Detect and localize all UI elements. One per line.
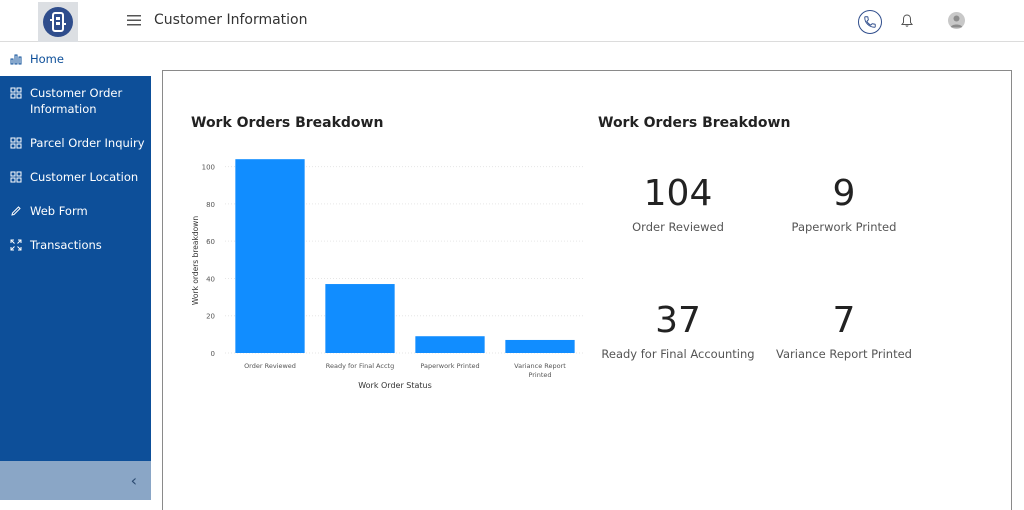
sidebar-item-label: Parcel Order Inquiry bbox=[30, 136, 145, 150]
work-orders-bar-chart: 0 20 40 60 80 100 Order Reviewed Ready for Fina… bbox=[185, 140, 605, 400]
pencil-icon bbox=[11, 206, 21, 216]
kpi-card-ready-for-final-accounting: 37 Ready for Final Accounting bbox=[588, 300, 768, 362]
kpi-card-paperwork-printed: 9 Paperwork Printed bbox=[754, 173, 934, 235]
grid-icon bbox=[10, 171, 22, 183]
kpi-caption: Ready for Final Accounting bbox=[601, 347, 755, 361]
user-icon bbox=[950, 15, 963, 28]
sidebar-item-web-form[interactable]: Web Form bbox=[0, 203, 151, 219]
sidebar-item-parcel-order-inquiry[interactable]: Parcel Order Inquiry bbox=[0, 135, 151, 151]
y-tick-label: 40 bbox=[206, 275, 215, 283]
chevron-left-icon: ‹ bbox=[130, 471, 137, 490]
chart-panel-title: Work Orders Breakdown bbox=[191, 115, 384, 131]
sidebar-item-transactions[interactable]: Transactions bbox=[0, 237, 151, 253]
kpi-caption: Paperwork Printed bbox=[791, 220, 897, 234]
sidebar-item-customer-location[interactable]: Customer Location bbox=[0, 169, 151, 185]
y-tick-label: 80 bbox=[206, 201, 215, 209]
y-tick-label: 0 bbox=[211, 350, 215, 358]
sidebar-collapse-button[interactable]: ‹ bbox=[0, 461, 151, 500]
kpi-value: 9 bbox=[832, 173, 856, 214]
sidebar: Home Customer Order Information Parcel O… bbox=[0, 43, 151, 500]
kpi-panel-title: Work Orders Breakdown bbox=[598, 115, 791, 131]
page-title: Customer Information bbox=[154, 12, 308, 28]
app-logo[interactable] bbox=[38, 2, 78, 42]
sidebar-item-label: Transactions bbox=[30, 238, 102, 252]
kpi-value: 7 bbox=[832, 300, 856, 341]
bell-icon[interactable] bbox=[901, 13, 913, 32]
sidebar-item-label: Home bbox=[30, 52, 64, 66]
bar-variance-report-printed bbox=[505, 339, 575, 353]
kpi-caption: Variance Report Printed bbox=[776, 347, 912, 361]
sidebar-item-label: Customer Order Information bbox=[30, 86, 123, 116]
sidebar-item-label: Web Form bbox=[30, 204, 88, 218]
kpi-caption: Order Reviewed bbox=[632, 220, 724, 234]
kpi-value: 104 bbox=[643, 173, 713, 214]
bar-order-reviewed bbox=[235, 159, 305, 353]
x-tick-label: Paperwork Printed bbox=[420, 362, 479, 370]
menu-icon[interactable] bbox=[126, 12, 142, 28]
y-tick-label: 100 bbox=[202, 164, 215, 172]
sidebar-item-customer-order-information[interactable]: Customer Order Information bbox=[0, 85, 151, 117]
phone-icon bbox=[864, 16, 876, 28]
sidebar-item-label: Customer Location bbox=[30, 170, 139, 184]
x-tick-label: Order Reviewed bbox=[244, 362, 296, 370]
y-axis-title: Work orders breakdown bbox=[191, 216, 200, 305]
y-tick-label: 20 bbox=[206, 313, 215, 321]
y-tick-label: 60 bbox=[206, 238, 215, 246]
x-tick-label: Variance Report bbox=[514, 362, 566, 370]
sidebar-item-home[interactable]: Home bbox=[0, 43, 151, 76]
kpi-card-order-reviewed: 104 Order Reviewed bbox=[588, 173, 768, 235]
phone-button[interactable] bbox=[858, 10, 882, 34]
chart-svg: 0 20 40 60 80 100 Order Reviewed Ready for Fina… bbox=[191, 159, 585, 390]
kpi-value: 37 bbox=[655, 300, 701, 341]
bar-paperwork-printed bbox=[415, 336, 485, 353]
bar-ready-for-final-acctg bbox=[325, 284, 395, 353]
x-axis-title: Work Order Status bbox=[358, 381, 432, 390]
logo-glyph-icon bbox=[50, 12, 66, 32]
expand-icon bbox=[10, 239, 22, 251]
logo-mark bbox=[43, 7, 73, 37]
grid-icon bbox=[10, 87, 22, 99]
x-tick-label: Ready for Final Acctg bbox=[326, 362, 394, 370]
top-bar: Customer Information bbox=[0, 0, 1024, 42]
kpi-card-variance-report-printed: 7 Variance Report Printed bbox=[754, 300, 934, 362]
bar-chart-icon bbox=[10, 54, 22, 65]
x-tick-label: Printed bbox=[528, 371, 551, 379]
user-avatar[interactable] bbox=[948, 12, 965, 29]
grid-icon bbox=[10, 137, 22, 149]
